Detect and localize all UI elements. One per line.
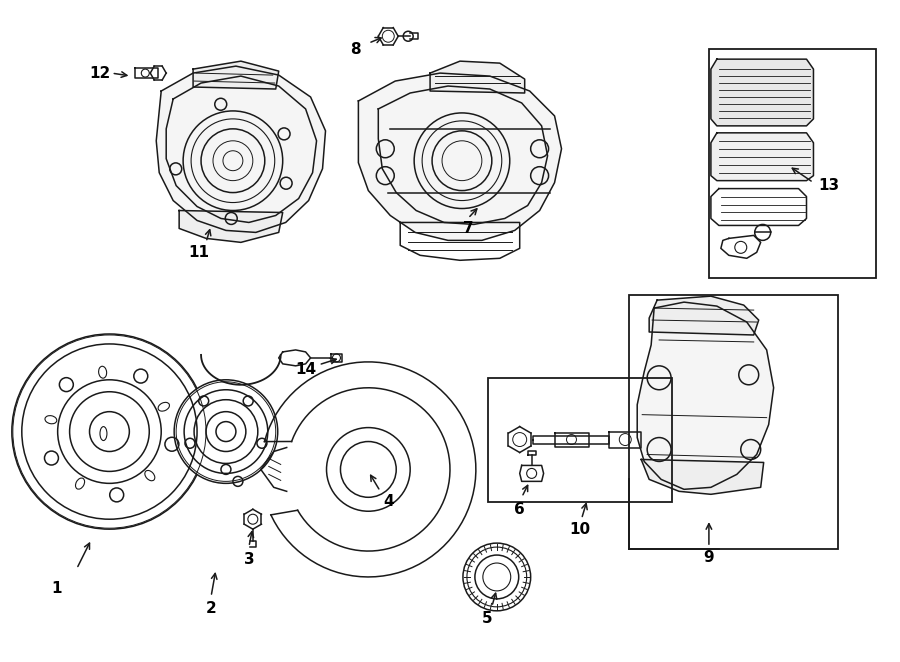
Polygon shape	[711, 189, 806, 226]
Text: 6: 6	[514, 502, 525, 517]
Circle shape	[463, 543, 531, 611]
Polygon shape	[157, 66, 326, 232]
Text: 4: 4	[382, 494, 393, 509]
Text: 5: 5	[482, 611, 492, 626]
Text: 1: 1	[51, 581, 62, 596]
Polygon shape	[711, 59, 814, 126]
Circle shape	[175, 380, 278, 483]
Polygon shape	[641, 459, 764, 495]
Text: 8: 8	[350, 42, 361, 57]
Text: 10: 10	[569, 522, 590, 537]
Text: 9: 9	[704, 549, 715, 565]
Text: 7: 7	[463, 221, 473, 236]
Text: 12: 12	[89, 66, 110, 81]
Polygon shape	[637, 302, 774, 489]
Text: 11: 11	[189, 245, 210, 260]
Polygon shape	[519, 465, 544, 481]
Polygon shape	[179, 211, 283, 242]
Polygon shape	[194, 61, 279, 89]
Bar	[629, 295, 839, 549]
Polygon shape	[649, 296, 759, 335]
Text: 13: 13	[818, 178, 839, 193]
Text: 3: 3	[244, 551, 254, 567]
Bar	[709, 49, 877, 278]
Circle shape	[12, 334, 207, 529]
Bar	[488, 378, 672, 502]
Polygon shape	[430, 61, 525, 93]
Text: 14: 14	[295, 362, 316, 377]
Polygon shape	[358, 73, 562, 240]
Polygon shape	[711, 133, 814, 181]
Text: 2: 2	[205, 601, 216, 616]
